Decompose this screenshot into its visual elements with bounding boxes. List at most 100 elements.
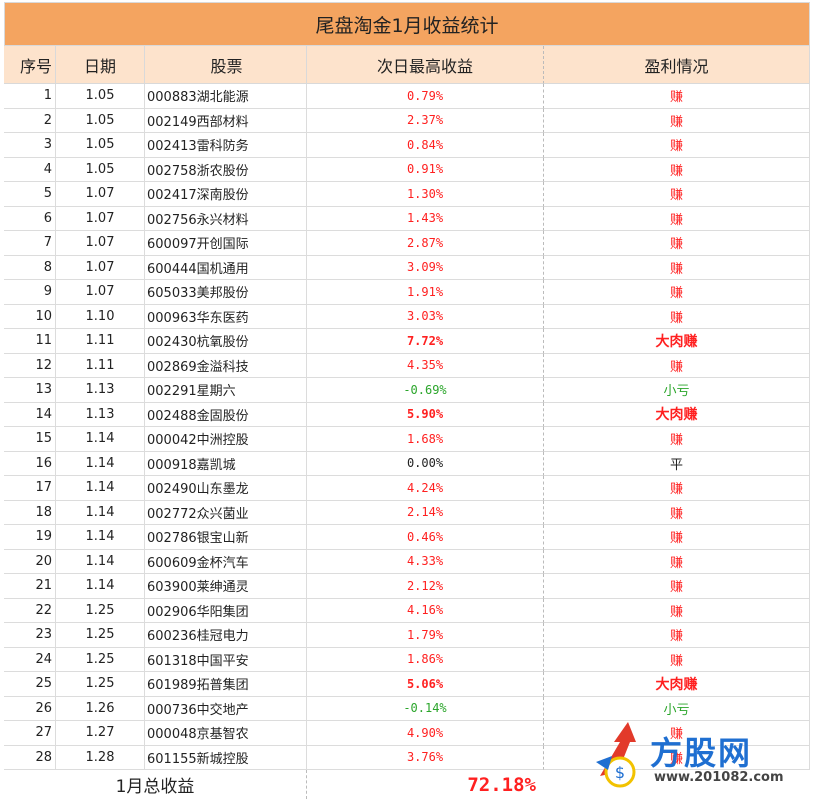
header-date[interactable]: 日期 <box>56 46 145 84</box>
cell-no[interactable]: 3 <box>4 133 56 158</box>
cell-no[interactable]: 14 <box>4 402 56 427</box>
cell-date[interactable]: 1.14 <box>56 451 145 476</box>
cell-date[interactable]: 1.07 <box>56 280 145 305</box>
cell-no[interactable]: 8 <box>4 255 56 280</box>
cell-no[interactable]: 19 <box>4 525 56 550</box>
total-value[interactable]: 72.18% <box>467 773 536 796</box>
cell-max-return[interactable]: 0.91% <box>307 157 544 182</box>
cell-max-return[interactable]: 1.68% <box>307 427 544 452</box>
cell-date[interactable]: 1.07 <box>56 182 145 207</box>
cell-stock[interactable]: 600236桂冠电力 <box>145 623 307 648</box>
cell-result[interactable]: 大肉赚 <box>544 672 810 697</box>
header-stock[interactable]: 股票 <box>145 46 307 84</box>
cell-max-return[interactable]: 0.00% <box>307 451 544 476</box>
cell-no[interactable]: 1 <box>4 84 56 109</box>
cell-date[interactable]: 1.07 <box>56 255 145 280</box>
cell-max-return[interactable]: 5.06% <box>307 672 544 697</box>
header-max-return[interactable]: 次日最高收益 <box>307 46 544 84</box>
cell-date[interactable]: 1.10 <box>56 304 145 329</box>
cell-result[interactable]: 大肉赚 <box>544 329 810 354</box>
cell-no[interactable]: 26 <box>4 696 56 721</box>
cell-result[interactable]: 小亏 <box>544 378 810 403</box>
cell-max-return[interactable]: 3.03% <box>307 304 544 329</box>
cell-max-return[interactable]: 4.16% <box>307 598 544 623</box>
cell-no[interactable]: 9 <box>4 280 56 305</box>
cell-max-return[interactable]: 4.90% <box>307 721 544 746</box>
cell-max-return[interactable]: 0.84% <box>307 133 544 158</box>
cell-result[interactable]: 赚 <box>544 721 810 746</box>
cell-result[interactable]: 赚 <box>544 206 810 231</box>
cell-max-return[interactable]: 3.76% <box>307 745 544 770</box>
cell-date[interactable]: 1.28 <box>56 745 145 770</box>
cell-result[interactable]: 赚 <box>544 574 810 599</box>
cell-no[interactable]: 25 <box>4 672 56 697</box>
cell-no[interactable]: 5 <box>4 182 56 207</box>
cell-stock[interactable]: 605033美邦股份 <box>145 280 307 305</box>
cell-stock[interactable]: 002488金固股份 <box>145 402 307 427</box>
cell-date[interactable]: 1.07 <box>56 231 145 256</box>
cell-stock[interactable]: 000918嘉凯城 <box>145 451 307 476</box>
cell-no[interactable]: 17 <box>4 476 56 501</box>
cell-result[interactable]: 赚 <box>544 280 810 305</box>
cell-stock[interactable]: 000963华东医药 <box>145 304 307 329</box>
cell-date[interactable]: 1.05 <box>56 108 145 133</box>
cell-max-return[interactable]: 2.14% <box>307 500 544 525</box>
cell-stock[interactable]: 002413雷科防务 <box>145 133 307 158</box>
cell-date[interactable]: 1.14 <box>56 427 145 452</box>
cell-stock[interactable]: 601155新城控股 <box>145 745 307 770</box>
cell-result[interactable]: 大肉赚 <box>544 402 810 427</box>
cell-stock[interactable]: 002430杭氧股份 <box>145 329 307 354</box>
cell-stock[interactable]: 002291星期六 <box>145 378 307 403</box>
cell-result[interactable]: 赚 <box>544 304 810 329</box>
cell-no[interactable]: 12 <box>4 353 56 378</box>
cell-max-return[interactable]: 1.30% <box>307 182 544 207</box>
cell-stock[interactable]: 000736中交地产 <box>145 696 307 721</box>
cell-max-return[interactable]: -0.69% <box>307 378 544 403</box>
cell-no[interactable]: 2 <box>4 108 56 133</box>
cell-stock[interactable]: 002417深南股份 <box>145 182 307 207</box>
cell-max-return[interactable]: 2.37% <box>307 108 544 133</box>
cell-result[interactable]: 平 <box>544 451 810 476</box>
cell-no[interactable]: 18 <box>4 500 56 525</box>
cell-date[interactable]: 1.25 <box>56 623 145 648</box>
cell-date[interactable]: 1.14 <box>56 525 145 550</box>
cell-date[interactable]: 1.14 <box>56 500 145 525</box>
cell-result[interactable]: 赚 <box>544 427 810 452</box>
cell-max-return[interactable]: 1.79% <box>307 623 544 648</box>
header-no[interactable]: 序号 <box>4 46 56 84</box>
cell-no[interactable]: 27 <box>4 721 56 746</box>
cell-stock[interactable]: 002758浙农股份 <box>145 157 307 182</box>
cell-date[interactable]: 1.05 <box>56 84 145 109</box>
cell-stock[interactable]: 002756永兴材料 <box>145 206 307 231</box>
cell-date[interactable]: 1.25 <box>56 598 145 623</box>
cell-result[interactable]: 赚 <box>544 353 810 378</box>
cell-date[interactable]: 1.25 <box>56 672 145 697</box>
cell-no[interactable]: 11 <box>4 329 56 354</box>
cell-date[interactable]: 1.14 <box>56 549 145 574</box>
cell-max-return[interactable]: 2.87% <box>307 231 544 256</box>
cell-no[interactable]: 16 <box>4 451 56 476</box>
cell-date[interactable]: 1.14 <box>56 574 145 599</box>
cell-max-return[interactable]: 5.90% <box>307 402 544 427</box>
cell-date[interactable]: 1.07 <box>56 206 145 231</box>
cell-result[interactable]: 赚 <box>544 84 810 109</box>
cell-max-return[interactable]: 4.35% <box>307 353 544 378</box>
cell-stock[interactable]: 000042中洲控股 <box>145 427 307 452</box>
cell-no[interactable]: 21 <box>4 574 56 599</box>
cell-stock[interactable]: 601989拓普集团 <box>145 672 307 697</box>
cell-result[interactable]: 赚 <box>544 745 810 770</box>
cell-result[interactable]: 赚 <box>544 623 810 648</box>
cell-stock[interactable]: 600444国机通用 <box>145 255 307 280</box>
cell-stock[interactable]: 000048京基智农 <box>145 721 307 746</box>
cell-no[interactable]: 15 <box>4 427 56 452</box>
cell-max-return[interactable]: 4.24% <box>307 476 544 501</box>
cell-result[interactable]: 赚 <box>544 647 810 672</box>
cell-no[interactable]: 23 <box>4 623 56 648</box>
cell-no[interactable]: 10 <box>4 304 56 329</box>
cell-no[interactable]: 13 <box>4 378 56 403</box>
cell-stock[interactable]: 002869金溢科技 <box>145 353 307 378</box>
cell-result[interactable]: 小亏 <box>544 696 810 721</box>
cell-max-return[interactable]: 4.33% <box>307 549 544 574</box>
cell-date[interactable]: 1.27 <box>56 721 145 746</box>
cell-max-return[interactable]: 0.79% <box>307 84 544 109</box>
